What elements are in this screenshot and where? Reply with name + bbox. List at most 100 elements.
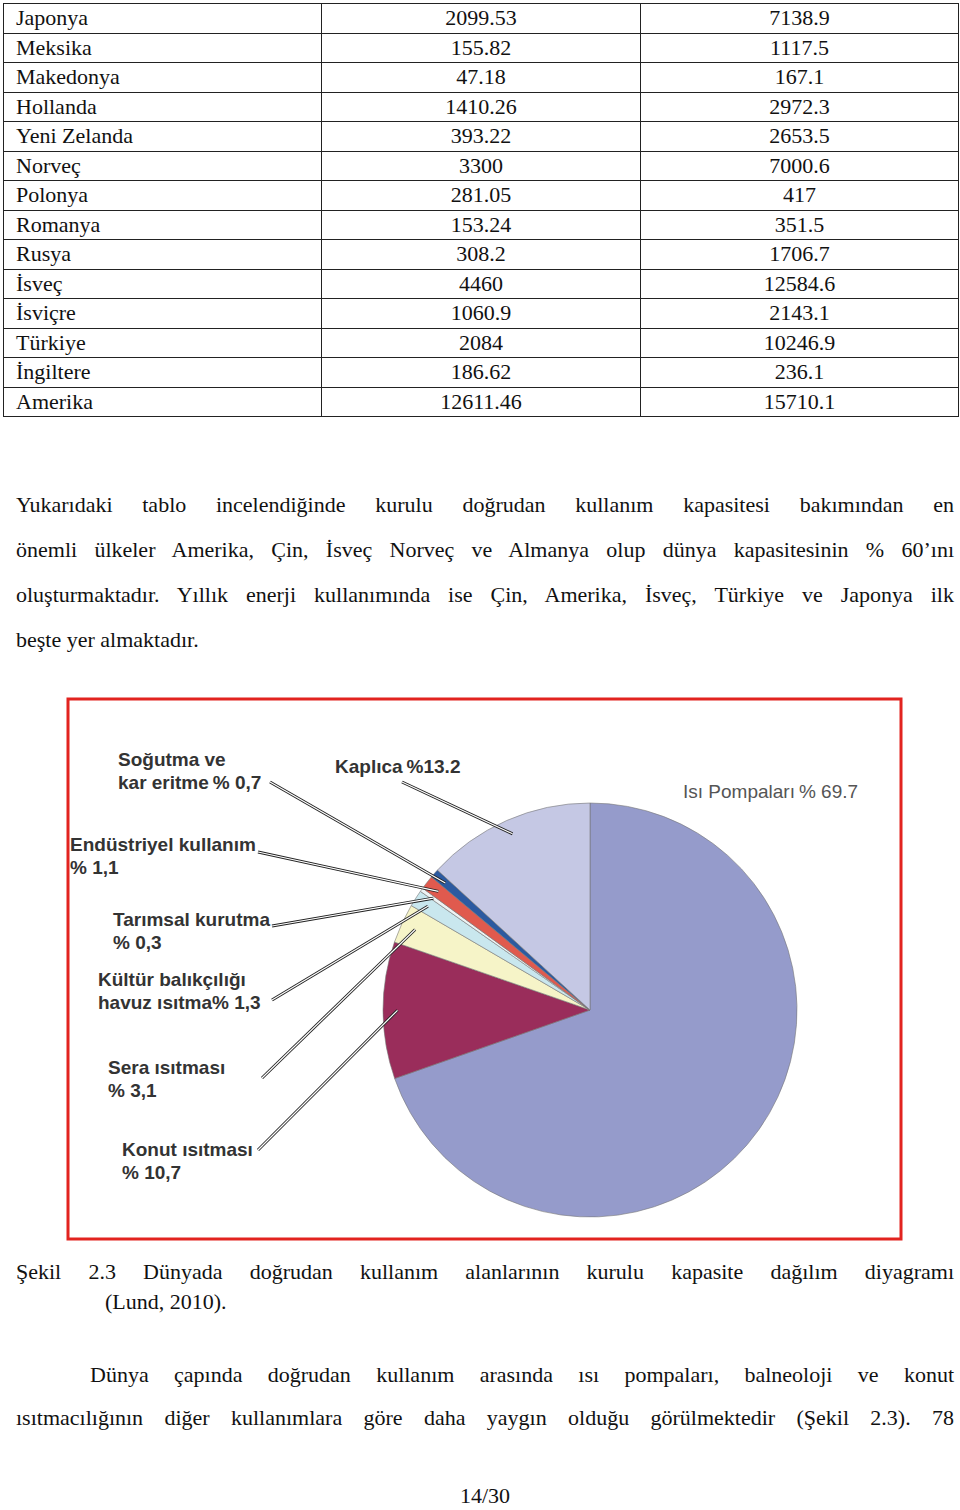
table-cell: 2084 [322, 328, 641, 358]
table-cell: 155.82 [322, 33, 641, 63]
table-row: Amerika12611.4615710.1 [4, 387, 959, 417]
text-line: beşte yer almaktadır. [16, 627, 954, 653]
leader-line-outline [402, 782, 513, 834]
leader-lines [258, 782, 513, 1150]
pie-slice [395, 803, 797, 1217]
pie-slice [423, 877, 590, 1010]
category-text: Kültür balıkçılığı [98, 969, 246, 990]
table-cell: 2099.53 [322, 4, 641, 34]
table-row: Japonya2099.537138.9 [4, 4, 959, 34]
pie-slice [431, 870, 590, 1010]
value-label: % 1,3 [212, 992, 261, 1013]
table-row: Makedonya47.18167.1 [4, 63, 959, 93]
table-cell: Makedonya [4, 63, 322, 93]
pie-slice [411, 891, 590, 1010]
table-cell: 308.2 [322, 240, 641, 270]
slice-label: Tarımsal kurutma% 0,3 [113, 909, 270, 953]
leader-line [272, 906, 428, 1000]
table-row: Türkiye208410246.9 [4, 328, 959, 358]
table-cell: Rusya [4, 240, 322, 270]
text-line: Dünya çapında doğrudan kullanım arasında… [90, 1362, 954, 1388]
table-cell: 2972.3 [641, 92, 959, 122]
table-row: İsviçre1060.92143.1 [4, 299, 959, 329]
table-cell: İngiltere [4, 358, 322, 388]
page-number: 14/30 [0, 1483, 960, 1509]
text-line: oluşturmaktadır. Yıllık enerji kullanımı… [16, 582, 954, 608]
table-cell: 2653.5 [641, 122, 959, 152]
table-cell: 417 [641, 181, 959, 211]
pie-slice [420, 888, 590, 1010]
slice-label: Isı Pompaları% 69.7 [683, 781, 858, 802]
category-text: havuz ısıtma [98, 992, 212, 1013]
table-row: Meksika155.821117.5 [4, 33, 959, 63]
table-row: Yeni Zelanda393.222653.5 [4, 122, 959, 152]
category-text: Sera ısıtması [108, 1057, 225, 1078]
value-label: % 0,7 [213, 772, 262, 793]
table-cell: 10246.9 [641, 328, 959, 358]
pie-slice [437, 803, 590, 1010]
table-cell: 1060.9 [322, 299, 641, 329]
table-cell: 12611.46 [322, 387, 641, 417]
table-cell: 1706.7 [641, 240, 959, 270]
table-cell: 7000.6 [641, 151, 959, 181]
table-row: Hollanda1410.262972.3 [4, 92, 959, 122]
page: Japonya2099.537138.9Meksika155.821117.5M… [0, 0, 960, 1510]
pie-slice [383, 942, 590, 1078]
labels: Isı Pompaları% 69.7 Konut ısıtması% 10,7 S… [70, 749, 858, 1183]
text-line: (Lund, 2010). [105, 1289, 954, 1315]
table-cell: 12584.6 [641, 269, 959, 299]
table-cell: 2143.1 [641, 299, 959, 329]
leader-line-outline [262, 929, 415, 1078]
leader-line [272, 898, 433, 926]
text-line: önemli ülkeler Amerika, Çin, İsveç Norve… [16, 537, 954, 563]
table-cell: İsveç [4, 269, 322, 299]
text-line: Yukarıdaki tablo incelendiğinde kurulu d… [16, 492, 954, 518]
text-line: ısıtmacılığının diğer kullanımlara göre … [16, 1405, 954, 1431]
leader-line-outline [258, 852, 438, 891]
pie-slice [394, 906, 590, 1010]
data-table: Japonya2099.537138.9Meksika155.821117.5M… [3, 3, 959, 417]
table-cell: 1410.26 [322, 92, 641, 122]
table-row: İngiltere186.62236.1 [4, 358, 959, 388]
table-cell: İsviçre [4, 299, 322, 329]
slice-label: Kaplıca%13.2 [335, 756, 460, 777]
leader-line [258, 1010, 397, 1150]
table-cell: 7138.9 [641, 4, 959, 34]
table-cell: 351.5 [641, 210, 959, 240]
slice-label: Sera ısıtması% 3,1 [108, 1057, 225, 1101]
leader-line [402, 782, 513, 834]
leader-line [262, 929, 415, 1078]
table-cell: 3300 [322, 151, 641, 181]
table-cell: 167.1 [641, 63, 959, 93]
table-cell: 186.62 [322, 358, 641, 388]
leader-line-outline [272, 898, 433, 926]
category-text: Isı Pompaları [683, 781, 795, 802]
value-label: % 0,3 [113, 932, 162, 953]
slice-label: Endüstriyel kullanım% 1,1 [70, 834, 256, 878]
leader-line-outline [272, 906, 428, 1000]
table-cell: Japonya [4, 4, 322, 34]
value-label: %13.2 [407, 756, 461, 777]
leader-line [270, 782, 445, 883]
table-row: İsveç446012584.6 [4, 269, 959, 299]
table-cell: 236.1 [641, 358, 959, 388]
value-label: % 3,1 [108, 1080, 157, 1101]
table-cell: Hollanda [4, 92, 322, 122]
table-cell: 281.05 [322, 181, 641, 211]
leader-line [258, 852, 438, 891]
pie [383, 803, 797, 1217]
table-cell: Türkiye [4, 328, 322, 358]
table-cell: 47.18 [322, 63, 641, 93]
text-line: Şekil 2.3 Dünyada doğrudan kullanım alan… [16, 1259, 954, 1285]
category-text: Soğutma ve [118, 749, 226, 770]
table-cell: Yeni Zelanda [4, 122, 322, 152]
value-label: % 10,7 [122, 1162, 181, 1183]
value-label: % 1,1 [70, 857, 119, 878]
table-cell: Amerika [4, 387, 322, 417]
category-text: Tarımsal kurutma [113, 909, 270, 930]
table-row: Rusya308.21706.7 [4, 240, 959, 270]
table-cell: Romanya [4, 210, 322, 240]
category-text: Konut ısıtması [122, 1139, 253, 1160]
slice-label: Kültür balıkçılığıhavuz ısıtma% 1,3 [98, 969, 261, 1013]
table-cell: Polonya [4, 181, 322, 211]
